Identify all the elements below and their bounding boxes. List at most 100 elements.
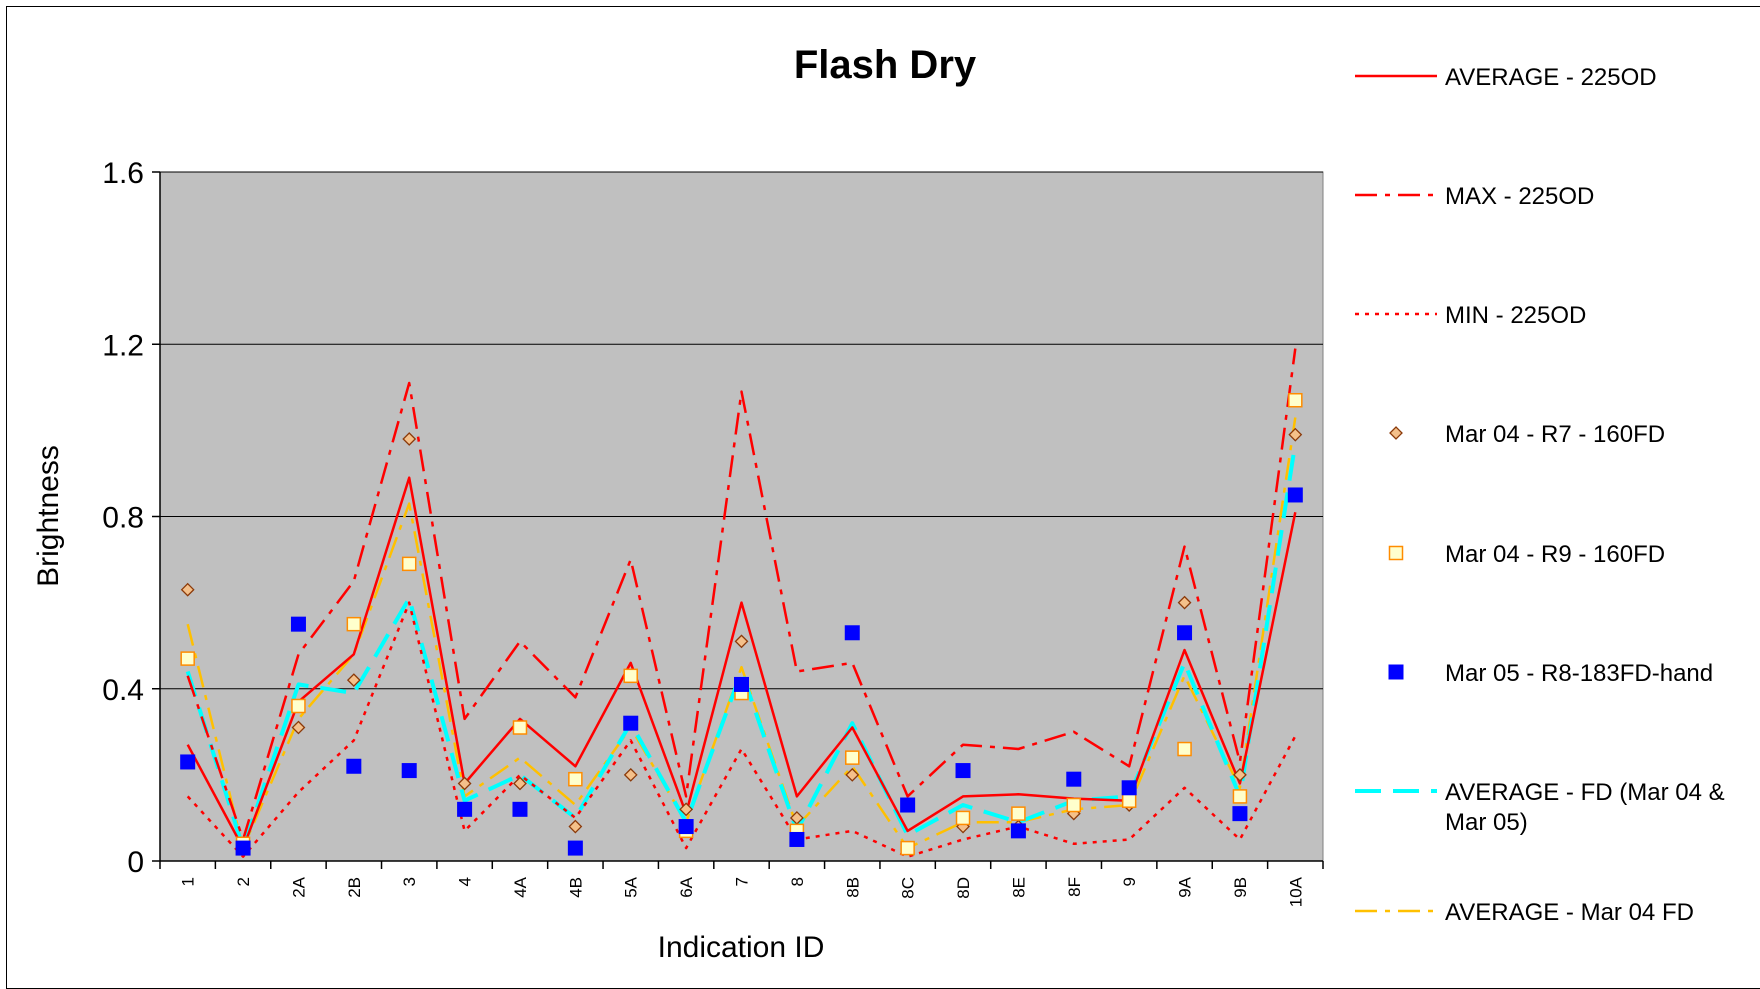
y-tick-label: 0: [127, 846, 144, 879]
legend-item: MIN - 225OD: [1355, 302, 1586, 329]
x-axis: 1 2 2A 2B 3 4 4A 4B 5A 6A 7 8 8B 8C 8D 8E 8F 9 9A 9B 10A: [159, 860, 1324, 907]
legend-marker: [1389, 426, 1403, 440]
legend-label: Mar 04 - R9 - 160FD: [1445, 541, 1665, 568]
y-tick-label: 0.8: [102, 502, 144, 535]
data-point: [346, 673, 361, 688]
data-point: [346, 758, 362, 774]
data-point: [402, 432, 417, 446]
legend-label: MAX - 225OD: [1445, 183, 1594, 210]
x-tick-label: 10A: [1286, 876, 1305, 907]
x-tick-label: 9A: [1176, 876, 1195, 897]
data-point: [1288, 392, 1303, 408]
y-tick-label: 1.2: [102, 329, 144, 362]
x-tick-label: 8C: [899, 877, 918, 899]
x-tick-label: 8B: [843, 877, 862, 898]
data-point: [401, 763, 417, 779]
legend-label: AVERAGE - FD (Mar 04 & Mar 05): [1445, 779, 1725, 836]
data-point: [1121, 793, 1137, 808]
x-tick-label: 8D: [954, 877, 973, 899]
data-point: [235, 840, 251, 856]
legend-item: AVERAGE - Mar 04 FD: [1355, 899, 1694, 926]
data-point: [401, 556, 417, 572]
x-axis-title: Indication ID: [658, 931, 825, 964]
x-tick-label: 4: [456, 877, 475, 886]
data-point: [457, 801, 473, 817]
series-5: [180, 487, 1303, 856]
x-tick-label: 4B: [566, 877, 585, 898]
legend-label: MIN - 225OD: [1445, 302, 1586, 329]
legend-item: Mar 04 - R7 - 160FD: [1389, 421, 1665, 448]
data-point: [623, 715, 639, 731]
legend-item: AVERAGE - FD (Mar 04 & Mar 05): [1355, 779, 1725, 836]
data-point: [623, 668, 638, 684]
y-tick-label: 1.6: [102, 157, 144, 190]
x-tick-label: 5A: [622, 876, 641, 897]
data-point: [1066, 797, 1082, 813]
data-point: [845, 767, 860, 782]
series-line: [185, 442, 1298, 851]
legend-item: Mar 05 - R8-183FD-hand: [1388, 660, 1713, 687]
series: [180, 348, 1303, 858]
data-point: [457, 776, 472, 791]
x-tick-label: 8E: [1009, 877, 1028, 898]
legend-marker: [1388, 545, 1404, 561]
legend: AVERAGE - 225OD MAX - 225OD MIN - 225OD Mar…: [1355, 64, 1725, 926]
y-axis-title: Brightness: [32, 445, 65, 587]
data-point: [734, 634, 749, 649]
data-point: [1177, 625, 1193, 641]
data-point: [955, 810, 971, 826]
data-point: [1177, 595, 1192, 610]
legend-item: AVERAGE - 225OD: [1355, 64, 1657, 91]
data-point: [623, 767, 638, 782]
series-4: [180, 392, 1303, 856]
data-point: [679, 802, 694, 817]
data-point: [1066, 771, 1082, 787]
x-tick-label: 3: [400, 877, 419, 886]
legend-item: MAX - 225OD: [1355, 183, 1594, 210]
data-point: [1010, 823, 1026, 839]
data-point: [291, 698, 306, 714]
data-point: [734, 676, 749, 692]
series-0: [186, 476, 1297, 850]
data-point: [1287, 487, 1303, 503]
data-point: [568, 819, 583, 834]
data-point: [1288, 427, 1303, 442]
x-tick-label: 8: [788, 877, 807, 886]
data-point: [900, 840, 915, 856]
series-line: [186, 348, 1297, 841]
data-point: [180, 754, 196, 770]
data-point: [290, 616, 306, 632]
data-point: [291, 720, 306, 735]
data-point: [180, 582, 195, 597]
data-point: [1011, 806, 1026, 821]
data-point: [568, 771, 583, 787]
series-2: [186, 601, 1297, 858]
chart-title: Flash Dry: [794, 43, 977, 87]
x-tick-label: 8F: [1065, 877, 1084, 897]
series-line: [186, 417, 1297, 850]
legend-label: Mar 04 - R7 - 160FD: [1445, 421, 1665, 448]
data-point: [1232, 806, 1248, 822]
x-tick-label: 9: [1120, 877, 1139, 886]
data-point: [1232, 789, 1248, 804]
legend-label: AVERAGE - Mar 04 FD: [1445, 899, 1694, 926]
data-point: [180, 651, 195, 666]
series-1: [186, 348, 1297, 841]
data-point: [844, 625, 860, 641]
y-axis: 0 0.4 0.8 1.2 1.6: [102, 157, 161, 879]
data-point: [678, 819, 694, 835]
legend-item: Mar 04 - R9 - 160FD: [1388, 541, 1665, 568]
x-tick-label: 7: [733, 877, 752, 886]
series-line: [186, 601, 1297, 858]
data-point: [346, 616, 362, 632]
data-point: [1177, 741, 1192, 757]
data-point: [1233, 767, 1247, 782]
data-point: [789, 831, 805, 847]
x-tick-label: 4A: [511, 876, 530, 897]
series-line: [186, 476, 1297, 850]
legend-label: Mar 05 - R8-183FD-hand: [1445, 660, 1713, 687]
data-point: [513, 776, 527, 791]
data-point: [955, 763, 971, 779]
legend-marker: [1388, 664, 1404, 680]
